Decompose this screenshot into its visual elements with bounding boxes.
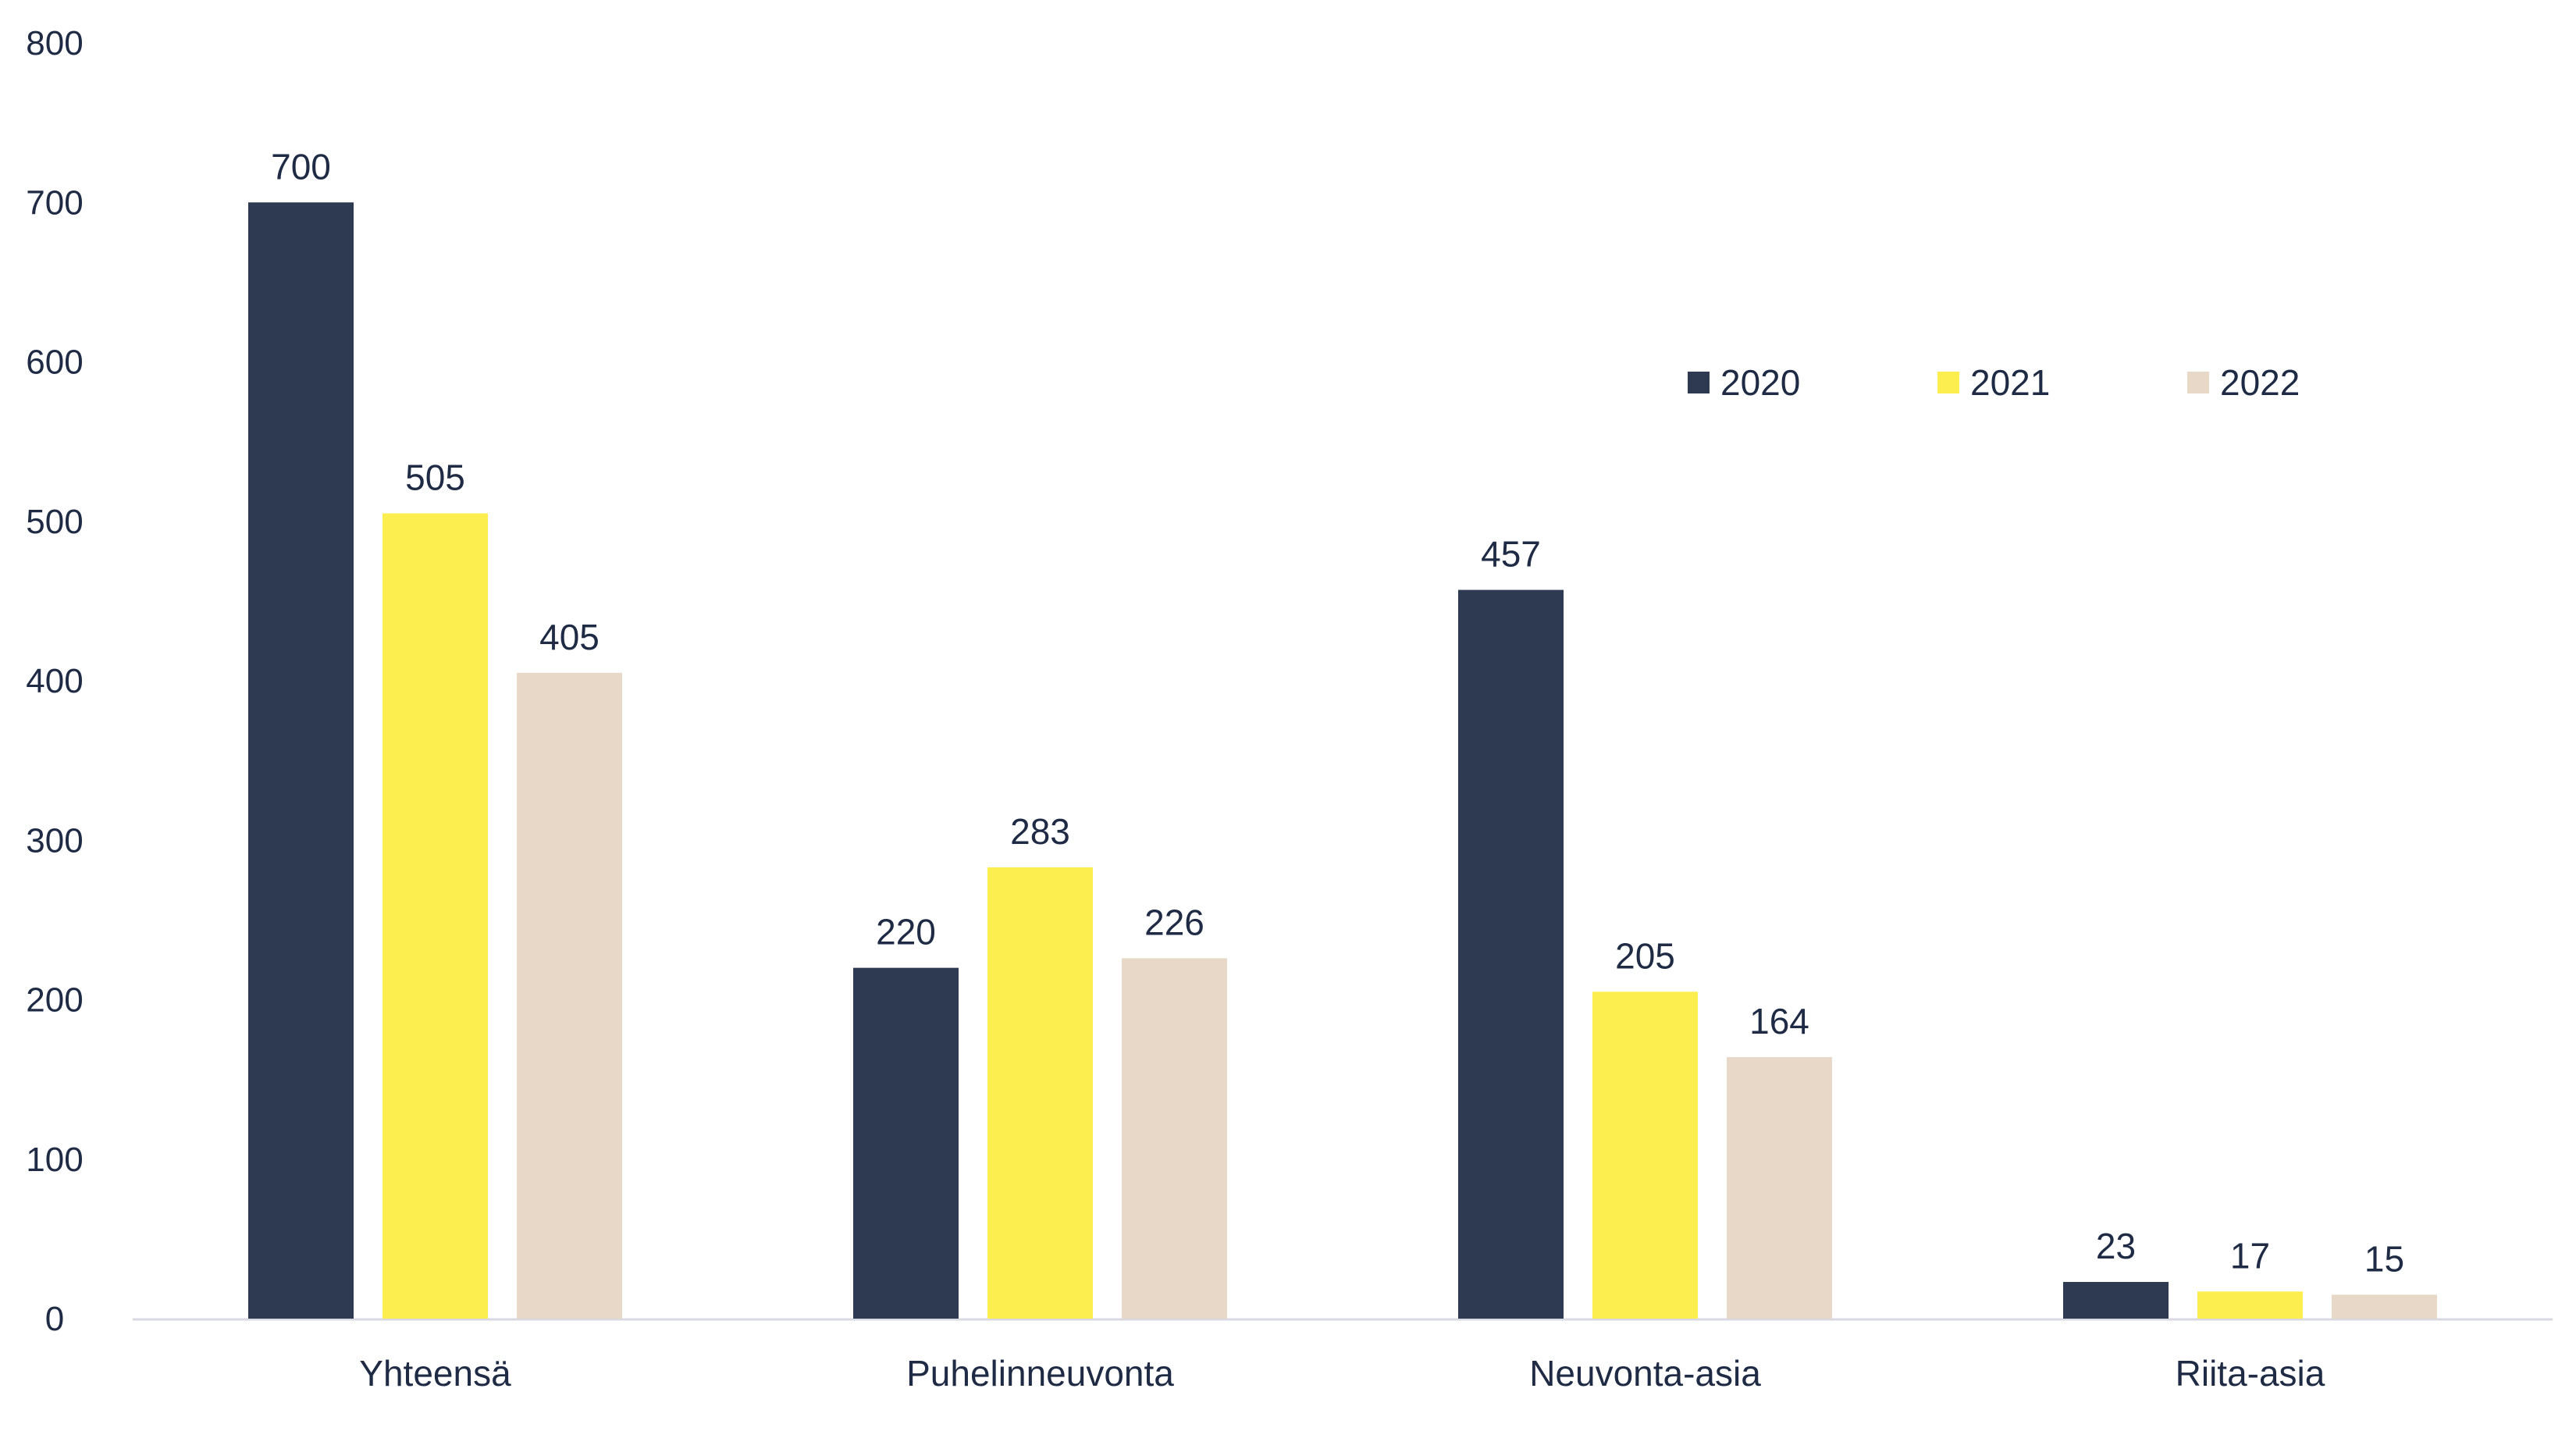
bar-2022-2	[1122, 958, 1227, 1319]
category-label: Neuvonta-asia	[1529, 1353, 1761, 1394]
category-labels-group: Yhteensä Puhelinneuvonta Neuvonta-asia Riit…	[359, 1353, 2325, 1394]
data-label: 15	[2364, 1238, 2404, 1279]
data-label: 220	[876, 912, 936, 952]
data-label: 505	[405, 457, 465, 498]
data-label: 17	[2230, 1235, 2270, 1276]
bar-2021-4	[2197, 1291, 2303, 1319]
data-label: 457	[1481, 534, 1541, 575]
data-label: 23	[2096, 1226, 2136, 1266]
y-tick-label: 200	[26, 981, 83, 1020]
bar-2022-4	[2332, 1294, 2437, 1319]
category-label: Yhteensä	[359, 1353, 511, 1394]
y-tick-label: 300	[26, 821, 83, 860]
bar-2021-3	[1592, 992, 1698, 1319]
legend: 2020 2021 2022	[1688, 362, 2300, 403]
data-label: 405	[539, 617, 600, 657]
bar-2020-3	[1458, 589, 1564, 1319]
legend-label: 2020	[1720, 362, 1800, 403]
data-label: 164	[1749, 1001, 1809, 1041]
bar-2020-4	[2063, 1282, 2169, 1319]
data-labels-group: 700 505 405 220 283 226 457 205 164 23 17 15	[271, 146, 2404, 1279]
y-tick-label: 100	[26, 1141, 83, 1179]
legend-label: 2022	[2220, 362, 2300, 403]
legend-swatch	[2187, 372, 2209, 393]
legend-swatch	[1937, 372, 1959, 393]
bar-2021-1	[382, 513, 488, 1319]
bar-2022-1	[517, 672, 622, 1319]
category-label: Riita-asia	[2176, 1353, 2325, 1394]
category-label: Puhelinneuvonta	[906, 1353, 1174, 1394]
bar-2020-1	[248, 202, 354, 1319]
y-tick-label: 700	[26, 183, 83, 222]
y-tick-label: 600	[26, 344, 83, 382]
bars-group	[248, 202, 2437, 1319]
y-tick-label: 500	[26, 503, 83, 541]
data-label: 226	[1144, 902, 1204, 942]
bar-2022-3	[1727, 1057, 1832, 1319]
data-label: 205	[1615, 935, 1675, 976]
y-tick-label: 0	[45, 1300, 64, 1338]
data-label: 700	[271, 146, 331, 187]
y-tick-label: 800	[26, 24, 83, 62]
bar-2020-2	[853, 967, 959, 1319]
y-axis-tick-labels: 0 100 200 300 400 500 600 700 800	[26, 24, 83, 1338]
y-tick-label: 400	[26, 662, 83, 700]
bar-2021-2	[987, 867, 1093, 1319]
data-label: 283	[1010, 811, 1070, 852]
legend-label: 2021	[1970, 362, 2050, 403]
legend-swatch	[1688, 372, 1710, 393]
